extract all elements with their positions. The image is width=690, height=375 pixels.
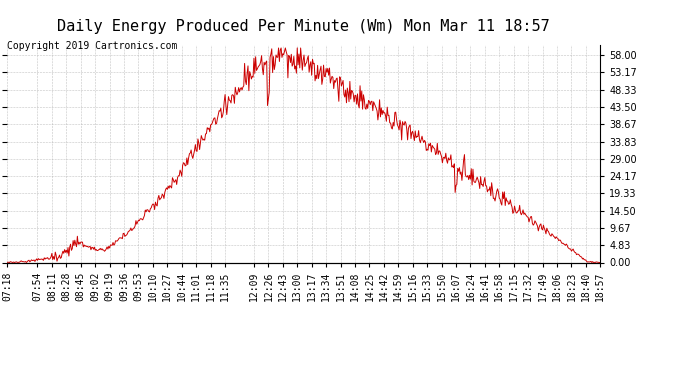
Text: Daily Energy Produced Per Minute (Wm) Mon Mar 11 18:57: Daily Energy Produced Per Minute (Wm) Mo… (57, 19, 550, 34)
Text: Copyright 2019 Cartronics.com: Copyright 2019 Cartronics.com (7, 41, 177, 51)
